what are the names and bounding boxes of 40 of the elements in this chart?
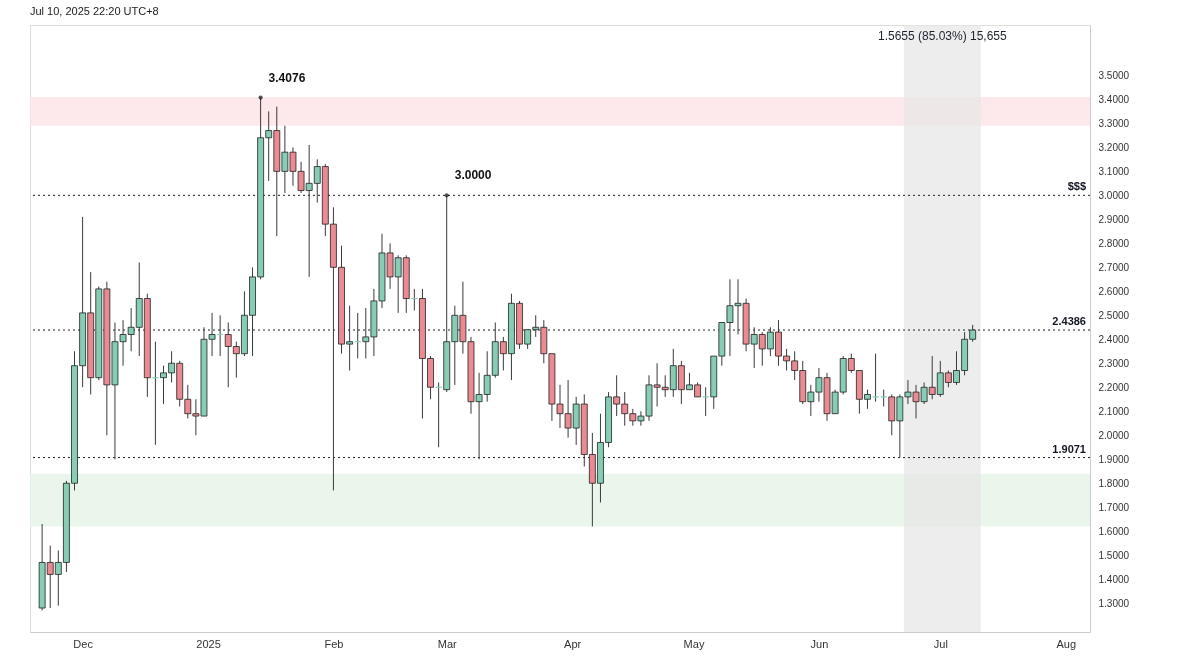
y-tick-label: 1.5000 <box>1098 549 1130 561</box>
y-tick-label: 2.7000 <box>1098 261 1130 273</box>
y-tick-label: 1.6000 <box>1098 525 1130 537</box>
ref-line-label: 2.4386 <box>1052 315 1086 328</box>
y-tick-label: 3.4000 <box>1098 93 1130 105</box>
y-tick-label: 1.9000 <box>1098 453 1130 465</box>
y-tick-label: 1.4000 <box>1098 573 1130 585</box>
y-tick-label: 2.1000 <box>1098 405 1130 417</box>
y-tick-label: 2.2000 <box>1098 381 1130 393</box>
x-tick-label: Feb <box>324 637 344 650</box>
y-tick-label: 1.8000 <box>1098 477 1130 489</box>
x-tick-label: Aug <box>1056 637 1077 650</box>
y-tick-label: 2.5000 <box>1098 309 1130 321</box>
y-tick-label: 2.3000 <box>1098 357 1130 369</box>
annotation: 3.4076 <box>268 70 306 85</box>
ref-line-label: 1.9071 <box>1052 442 1086 455</box>
y-tick-label: 1.7000 <box>1098 501 1130 513</box>
y-tick-label: 3.2000 <box>1098 141 1130 153</box>
y-tick-label: 1.3000 <box>1098 597 1130 609</box>
y-tick-label: 2.9000 <box>1098 213 1130 225</box>
x-tick-label: Mar <box>437 637 458 650</box>
ref-line-label: $$$ <box>1067 180 1086 193</box>
x-tick-label: 2025 <box>196 637 221 650</box>
text: Jul 10, 2025 22:20 UTC+8 <box>30 5 159 17</box>
y-tick-label: 2.4000 <box>1098 333 1130 345</box>
x-tick-label: Jun <box>810 637 829 650</box>
candlestick <box>872 353 879 403</box>
y-tick-label: 3.3000 <box>1098 117 1130 129</box>
y-tick-label: 3.5000 <box>1098 69 1130 81</box>
y-tick-label: 3.1000 <box>1098 165 1130 177</box>
y-tick-label: 2.0000 <box>1098 429 1130 441</box>
annotation: 3.0000 <box>454 168 492 183</box>
y-tick-label: 2.6000 <box>1098 285 1130 297</box>
x-tick-label: Apr <box>564 637 582 650</box>
band-label: 1.5655 (85.03%) 15,655 <box>877 29 1008 43</box>
x-tick-label: May <box>683 637 705 650</box>
x-tick-label: Jul <box>933 637 948 650</box>
y-tick-label: 2.8000 <box>1098 237 1130 249</box>
y-tick-label: 3.0000 <box>1098 189 1130 201</box>
x-tick-label: Dec <box>73 637 94 650</box>
